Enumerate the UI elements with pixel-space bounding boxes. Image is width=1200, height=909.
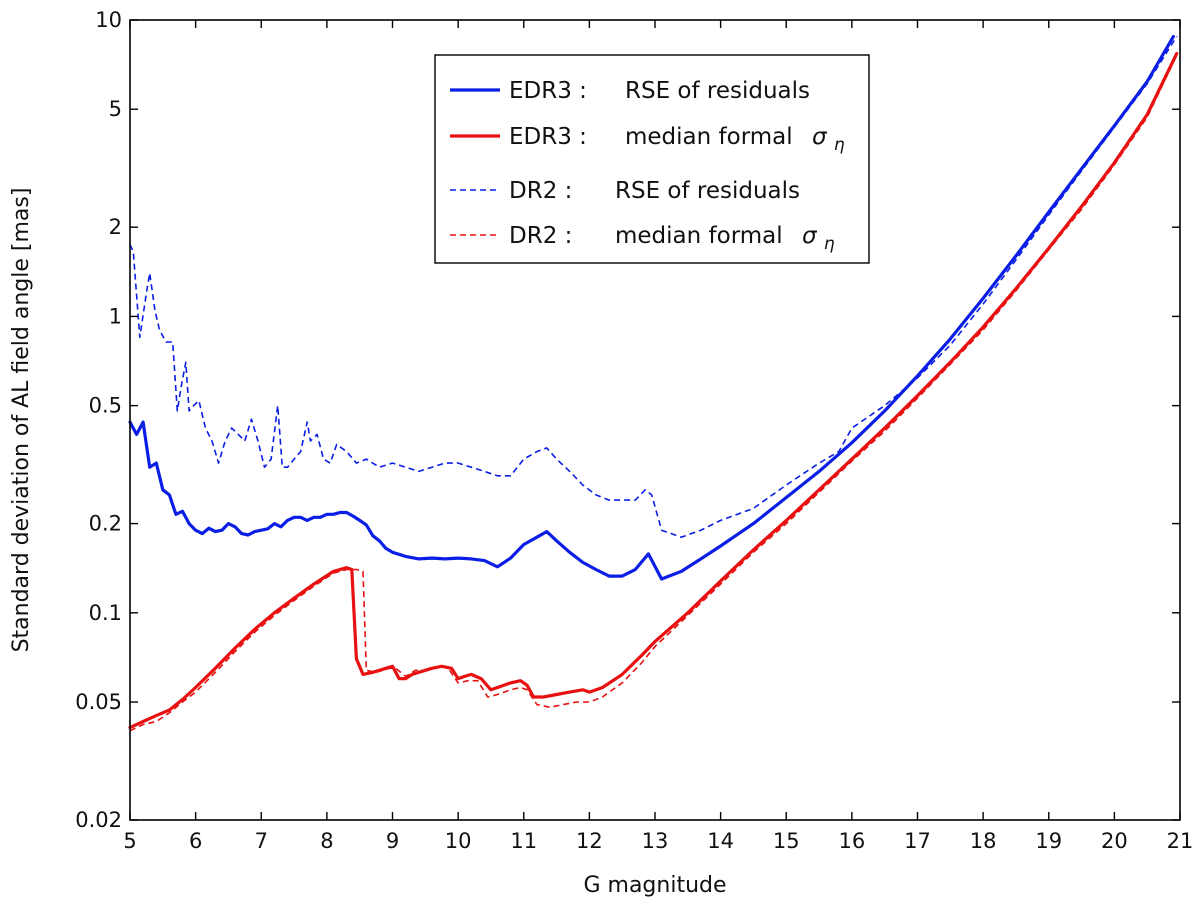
x-axis-title: G magnitude (583, 873, 726, 898)
series-line-dr2-rse (129, 36, 1178, 539)
x-tick-label: 10 (445, 829, 472, 853)
legend-text-dr2-rse: RSE of residuals (615, 178, 800, 204)
x-tick-label: 5 (123, 829, 136, 853)
y-tick-label: 1 (109, 304, 122, 328)
series-layer (128, 34, 1179, 732)
series-line-edr3-formal (128, 51, 1179, 730)
legend-prefix-dr2-rse: DR2 : (509, 178, 572, 204)
x-tick-label: 19 (1035, 829, 1062, 853)
x-tick-label: 18 (970, 829, 997, 853)
plot-frame (129, 19, 1181, 821)
legend-label-edr3-formal: EDR3 : median formal σ η (509, 124, 845, 155)
x-tick-label: 9 (386, 829, 399, 853)
y-tick-label: 10 (95, 8, 122, 32)
x-tick-label: 14 (707, 829, 734, 853)
legend-text-edr3-formal: median formal (625, 124, 793, 150)
legend-sigma-dr2-formal: σ (802, 223, 818, 249)
legend-prefix-edr3-formal: EDR3 : (509, 124, 587, 150)
legend-box (434, 54, 870, 264)
y-tick-label: 0.5 (89, 394, 122, 418)
x-tick-label: 20 (1101, 829, 1128, 853)
y-tick-label: 0.05 (75, 690, 122, 714)
x-tick-label: 13 (642, 829, 669, 853)
x-tick-label: 16 (839, 829, 866, 853)
legend: EDR3 : RSE of residuals EDR3 : median fo… (434, 54, 870, 264)
x-tick-label: 8 (320, 829, 333, 853)
y-axis-title: Standard deviation of AL field angle [ma… (9, 188, 34, 653)
legend-prefix-edr3-rse: EDR3 : (509, 78, 587, 104)
legend-text-dr2-formal: median formal (615, 223, 783, 249)
y-tick-label: 0.02 (75, 808, 122, 832)
series-line-edr3-rse (128, 34, 1176, 581)
legend-subscript-edr3-formal: η (834, 135, 845, 155)
legend-prefix-dr2-formal: DR2 : (509, 223, 572, 249)
x-tick-label: 17 (904, 829, 931, 853)
x-tick-label: 21 (1167, 829, 1194, 853)
legend-text-edr3-rse: RSE of residuals (625, 78, 810, 104)
legend-label-dr2-formal: DR2 : median formal σ η (509, 223, 835, 254)
ticks-layer: 5 6 7 8 9 10 11 12 13 14 15 16 17 18 19 20 210.020.050.1… (75, 8, 1193, 853)
y-tick-label: 2 (109, 215, 122, 239)
y-tick-label: 0.2 (89, 512, 122, 536)
legend-subscript-dr2-formal: η (824, 234, 835, 254)
x-tick-label: 6 (189, 829, 202, 853)
legend-label-dr2-rse: DR2 : RSE of residuals (509, 178, 800, 204)
x-tick-label: 15 (773, 829, 800, 853)
x-tick-label: 12 (576, 829, 603, 853)
y-tick-label: 5 (109, 97, 122, 121)
x-tick-label: 11 (510, 829, 537, 853)
x-tick-label: 7 (255, 829, 268, 853)
legend-sigma-edr3-formal: σ (812, 124, 828, 150)
y-tick-label: 0.1 (89, 601, 122, 625)
legend-label-edr3-rse: EDR3 : RSE of residuals (509, 78, 810, 104)
